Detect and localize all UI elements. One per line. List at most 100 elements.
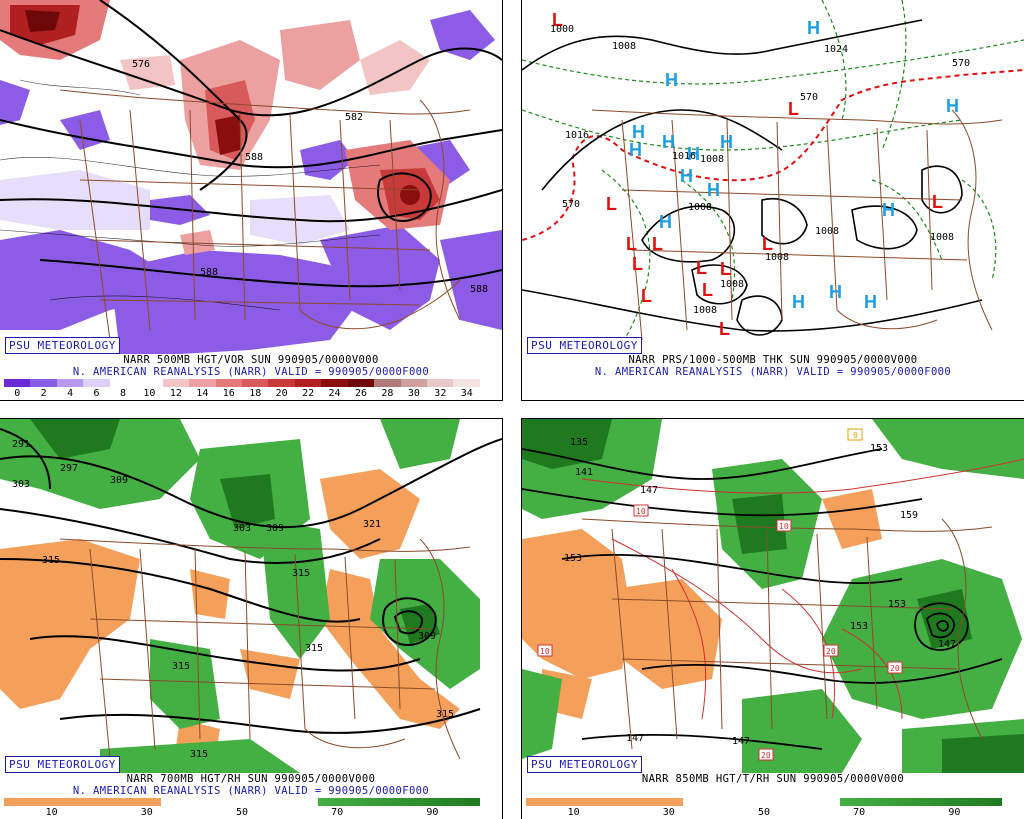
- contour-label: 315: [436, 709, 454, 720]
- contour-labels: 291 297 303 309 303 309 321 315 315 315 …: [12, 439, 454, 760]
- map-500mb-vorticity: 576 582 588 588 588: [0, 0, 502, 354]
- panel-validity-caption: N. AMERICAN REANALYSIS (NARR) VALID = 99…: [594, 366, 952, 378]
- color-swatch: [215, 379, 242, 387]
- panel-caption: NARR 850MB HGT/T/RH SUN 990905/0000V000: [641, 773, 905, 785]
- contour-label: 147: [640, 485, 658, 496]
- height-contours: [522, 448, 1003, 750]
- high-pressure-symbol: H: [882, 200, 895, 220]
- low-pressure-symbol: L: [606, 194, 617, 214]
- scale-label: 2: [40, 388, 47, 399]
- high-pressure-symbol: H: [665, 70, 678, 90]
- contour-label: 147: [938, 639, 956, 650]
- contour-label: 315: [190, 749, 208, 760]
- scale-label: 26: [354, 388, 368, 399]
- temperature-label: 10: [779, 522, 789, 531]
- scale-label: 24: [328, 388, 341, 399]
- humidity-color-scale: [4, 798, 480, 806]
- color-swatch: [30, 379, 57, 387]
- isobar-label: 1008: [693, 305, 717, 316]
- scale-label: 0: [14, 388, 21, 399]
- contour-label: 588: [245, 152, 263, 163]
- contour-label: 303: [233, 523, 251, 534]
- temperature-label: 10: [636, 507, 646, 516]
- contour-labels: 576 582 588 588 588: [132, 59, 488, 295]
- contour-label: 303: [12, 479, 30, 490]
- isobar-label: 1008: [700, 154, 724, 165]
- contour-label: 147: [732, 736, 750, 747]
- vorticity-scale-labels: 0 2 4 6 8 10 12 14 16 18 20 22 24 26 28 30 32 34: [4, 388, 480, 400]
- contour-label: 588: [200, 267, 218, 278]
- isobar-label: 1000: [550, 24, 574, 35]
- low-pressure-symbol: L: [720, 259, 731, 279]
- low-pressure-symbol: L: [552, 10, 563, 30]
- saturated-areas: [30, 419, 440, 644]
- temperature-label: 20: [890, 664, 900, 673]
- low-pressure-symbol: L: [762, 234, 773, 254]
- vorticity-contours: [0, 79, 381, 311]
- color-swatch: [294, 379, 322, 387]
- map-850mb: 135 141 147 153 159 153 153 147 147 153 …: [522, 419, 1024, 773]
- saturated-areas: [522, 419, 1024, 773]
- positive-vorticity-areas: [0, 0, 450, 255]
- high-pressure-symbol: H: [659, 212, 672, 232]
- thickness-label: 570: [562, 199, 580, 210]
- isobar-label: 1008: [720, 279, 744, 290]
- contour-label: 153: [564, 553, 582, 564]
- isobar-labels: 1000 1008 1016 1008 1008 1008 1008 1008 …: [550, 24, 970, 316]
- contour-label: 582: [345, 112, 363, 123]
- temperature-contours: [581, 458, 1024, 720]
- scale-label: 90: [426, 807, 439, 818]
- color-swatch: [268, 379, 295, 387]
- high-pressure-symbol: H: [707, 180, 720, 200]
- map-700mb-svg: 291 297 303 309 303 309 321 315 315 315 …: [0, 419, 502, 773]
- panel-validity-caption: N. AMERICAN REANALYSIS (NARR) VALID = 99…: [72, 366, 430, 378]
- scale-label: 18: [249, 388, 262, 399]
- panel-caption: NARR PRS/1000-500MB THK SUN 990905/0000V…: [628, 354, 918, 366]
- scale-label: 50: [757, 807, 771, 818]
- isobar-label: 1008: [688, 202, 712, 213]
- low-pressure-symbol: L: [641, 286, 652, 306]
- isobar-label: 1016: [565, 130, 589, 141]
- low-pressure-symbol: L: [719, 319, 730, 339]
- map-850mb-svg: 135 141 147 153 159 153 153 147 147 153 …: [522, 419, 1024, 773]
- map-pressure-svg: H H H H H H H H H H H H H H H L L L L L: [522, 0, 1024, 354]
- scale-label: 14: [196, 388, 209, 399]
- vorticity-color-scale: [4, 379, 480, 387]
- high-pressure-symbol: H: [946, 96, 959, 116]
- color-swatch: [56, 379, 84, 387]
- high-pressure-symbol: H: [687, 144, 700, 164]
- pressure-centers: H H H H H H H H H H H H H H H L L L L L: [552, 10, 959, 339]
- political-boundaries: [59, 89, 471, 341]
- color-swatch: [83, 379, 110, 387]
- low-pressure-symbol: L: [788, 99, 799, 119]
- contour-label: 309: [418, 631, 436, 642]
- color-swatch: [189, 379, 216, 387]
- scale-label: 30: [407, 388, 420, 399]
- height-contours: [0, 428, 502, 734]
- scale-label: 30: [140, 807, 153, 818]
- color-swatch: [374, 379, 401, 387]
- scale-label: 10: [45, 807, 58, 818]
- panel-validity-caption: N. AMERICAN REANALYSIS (NARR) VALID = 99…: [72, 785, 430, 797]
- isobar-label: 1008: [930, 232, 954, 243]
- map-pressure-thickness: H H H H H H H H H H H H H H H L L L L L: [522, 0, 1024, 354]
- color-swatch: [400, 379, 427, 387]
- psu-meteorology-badge: PSU METEOROLOGY: [5, 756, 120, 773]
- panel-500mb-vorticity: 576 582 588 588 588 PSU METEOROLOGY NARR…: [0, 0, 503, 401]
- isobar-label: 1008: [765, 252, 789, 263]
- humidity-scale-labels: 10 30 50 70 90: [526, 807, 1002, 819]
- high-pressure-symbol: H: [662, 132, 675, 152]
- isobar-label: 1024: [824, 44, 848, 55]
- color-swatch: [347, 379, 375, 387]
- panel-caption: NARR 700MB HGT/RH SUN 990905/0000V000: [126, 773, 376, 785]
- isobar-label: 1008: [815, 226, 839, 237]
- temperature-label: 0: [853, 431, 858, 440]
- high-pressure-symbol: H: [629, 140, 642, 160]
- high-pressure-symbol: H: [632, 122, 645, 142]
- scale-label: 16: [222, 388, 235, 399]
- thickness-label: 570: [800, 92, 818, 103]
- isobar-label: 1008: [612, 41, 636, 52]
- contour-label: 291: [12, 439, 30, 450]
- high-pressure-symbol: H: [864, 292, 877, 312]
- psu-meteorology-badge: PSU METEOROLOGY: [527, 337, 642, 354]
